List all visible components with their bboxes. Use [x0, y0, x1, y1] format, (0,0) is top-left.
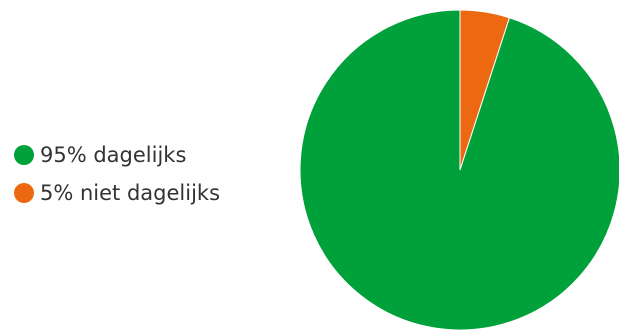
legend-label-dagelijks: 95% dagelijks: [40, 143, 187, 167]
legend-item-niet-dagelijks: 5% niet dagelijks: [14, 181, 284, 205]
chart-legend: 95% dagelijks 5% niet dagelijks: [14, 143, 284, 205]
legend-item-dagelijks: 95% dagelijks: [14, 143, 284, 167]
pie-slice-dagelijks: [299, 9, 619, 331]
legend-swatch-dagelijks: [14, 145, 34, 165]
legend-swatch-niet-dagelijks: [14, 183, 34, 203]
legend-label-niet-dagelijks: 5% niet dagelijks: [40, 181, 221, 205]
